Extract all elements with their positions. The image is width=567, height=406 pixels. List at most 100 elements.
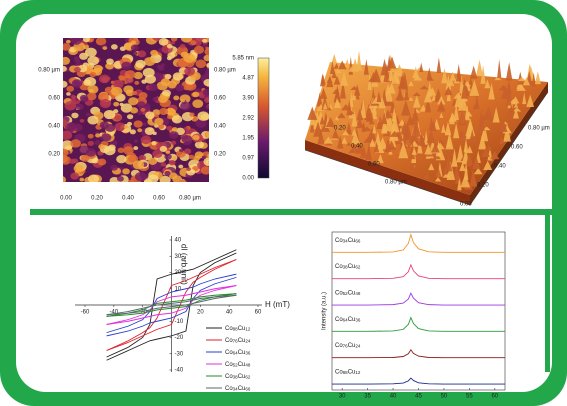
afm3d-label: 0.80 µm bbox=[385, 180, 407, 186]
surface-peak bbox=[526, 94, 535, 107]
surface-peak bbox=[435, 166, 442, 177]
surface-peak bbox=[488, 82, 495, 100]
surface-peak bbox=[516, 84, 527, 91]
surface-peak bbox=[376, 115, 384, 129]
surface-peak bbox=[506, 104, 517, 117]
surface-peak bbox=[350, 131, 360, 145]
surface-peak bbox=[480, 65, 486, 84]
surface-peak bbox=[459, 74, 464, 94]
surface-peak bbox=[499, 121, 506, 132]
surface-peak bbox=[340, 79, 346, 99]
surface-peak bbox=[463, 138, 469, 153]
surface-peak bbox=[522, 77, 531, 86]
colorbar-label: 0.97 bbox=[242, 156, 254, 162]
surface-peak bbox=[368, 119, 375, 125]
surface-peak bbox=[310, 119, 315, 133]
loop-branch bbox=[106, 259, 237, 351]
surface-peak bbox=[390, 115, 400, 133]
surface-peak bbox=[419, 62, 424, 73]
surface-peak bbox=[445, 153, 453, 172]
surface-peak bbox=[411, 107, 419, 121]
surface-peak bbox=[411, 119, 421, 137]
colorbar-label: 3.90 bbox=[242, 96, 254, 102]
y-tick-label: 30 bbox=[175, 254, 182, 260]
surface-peak bbox=[374, 131, 381, 146]
surface-peak bbox=[466, 154, 473, 165]
surface-peak bbox=[424, 97, 432, 113]
surface-peak bbox=[443, 149, 451, 156]
surface-peak bbox=[428, 163, 435, 171]
surface-peak bbox=[387, 82, 396, 94]
surface-peak bbox=[460, 174, 471, 188]
afm-y-label-right: 0.40 bbox=[214, 124, 226, 130]
surface-peak bbox=[307, 106, 318, 120]
surface-peak bbox=[371, 110, 378, 120]
surface-frame bbox=[304, 91, 549, 206]
surface-peak bbox=[320, 73, 325, 87]
colorbar-label: 0.00 bbox=[242, 176, 254, 182]
surface-peak bbox=[356, 108, 364, 121]
xrd-curve bbox=[332, 233, 505, 253]
surface-peak bbox=[483, 160, 493, 171]
loop-branch bbox=[106, 293, 237, 317]
surface-peak bbox=[445, 74, 452, 90]
legend-label: Co52Cu48 bbox=[225, 362, 251, 368]
surface-peak bbox=[534, 71, 541, 85]
colorbar-label: 5.85 nm bbox=[232, 56, 254, 62]
xrd-curve bbox=[332, 348, 505, 359]
surface-peak bbox=[469, 79, 480, 96]
surface-peak bbox=[366, 141, 372, 159]
surface-peak bbox=[408, 132, 417, 143]
surface-peak bbox=[492, 106, 500, 123]
surface-peak bbox=[333, 87, 341, 102]
surface-peak bbox=[512, 108, 520, 119]
surface-peak bbox=[456, 130, 467, 139]
surface-peak bbox=[409, 118, 417, 125]
surface-peak bbox=[453, 92, 464, 99]
afm-y-label-right: 0.20 bbox=[214, 152, 226, 158]
surface-peak bbox=[366, 112, 371, 122]
surface-peak bbox=[336, 135, 344, 149]
surface-peak bbox=[487, 146, 493, 161]
surface-peak bbox=[319, 87, 328, 99]
afm-y-label: 0.80 µm bbox=[38, 68, 60, 74]
surface-peak bbox=[384, 137, 392, 153]
surface-peak bbox=[313, 121, 323, 137]
x-tick-label: 60 bbox=[255, 310, 262, 316]
series-label: Co64Cu36 bbox=[335, 316, 361, 322]
surface-peak bbox=[423, 172, 431, 179]
afm3d-label: 0.40 bbox=[494, 164, 506, 170]
afm-y-label: 0.20 bbox=[48, 152, 60, 158]
xrd-curve bbox=[332, 263, 505, 280]
surface-peak bbox=[442, 167, 448, 175]
xrd-curve bbox=[332, 377, 505, 385]
surface-peak bbox=[319, 115, 325, 125]
divider bbox=[30, 209, 552, 215]
surface-peak bbox=[320, 122, 331, 132]
surface-peak bbox=[445, 131, 454, 150]
surface-peak bbox=[453, 161, 460, 180]
afm-texture bbox=[63, 38, 209, 182]
legend-label: Co38Cu62 bbox=[225, 374, 251, 380]
loop-branch bbox=[106, 293, 237, 317]
surface-peak bbox=[412, 164, 419, 170]
surface-peak bbox=[439, 112, 444, 118]
surface-peak bbox=[481, 147, 490, 157]
afm-y-label: 0.60 bbox=[48, 96, 60, 102]
legend-label: Co34Cu66 bbox=[225, 386, 251, 392]
surface-peak bbox=[437, 95, 446, 105]
loop-branch bbox=[106, 285, 237, 325]
surface-peak bbox=[399, 134, 404, 142]
surface-peak bbox=[404, 82, 409, 101]
surface-peak bbox=[349, 144, 359, 153]
surface-peak bbox=[478, 118, 485, 131]
surface-peak bbox=[412, 95, 421, 108]
divider-side bbox=[545, 212, 550, 372]
surface-peak bbox=[346, 100, 353, 116]
surface-peak bbox=[470, 173, 478, 187]
surface-peak bbox=[501, 85, 510, 99]
surface-peak bbox=[531, 72, 536, 87]
surface-peak bbox=[388, 67, 394, 81]
loop-branch bbox=[106, 252, 237, 361]
surface-peak bbox=[389, 130, 400, 137]
